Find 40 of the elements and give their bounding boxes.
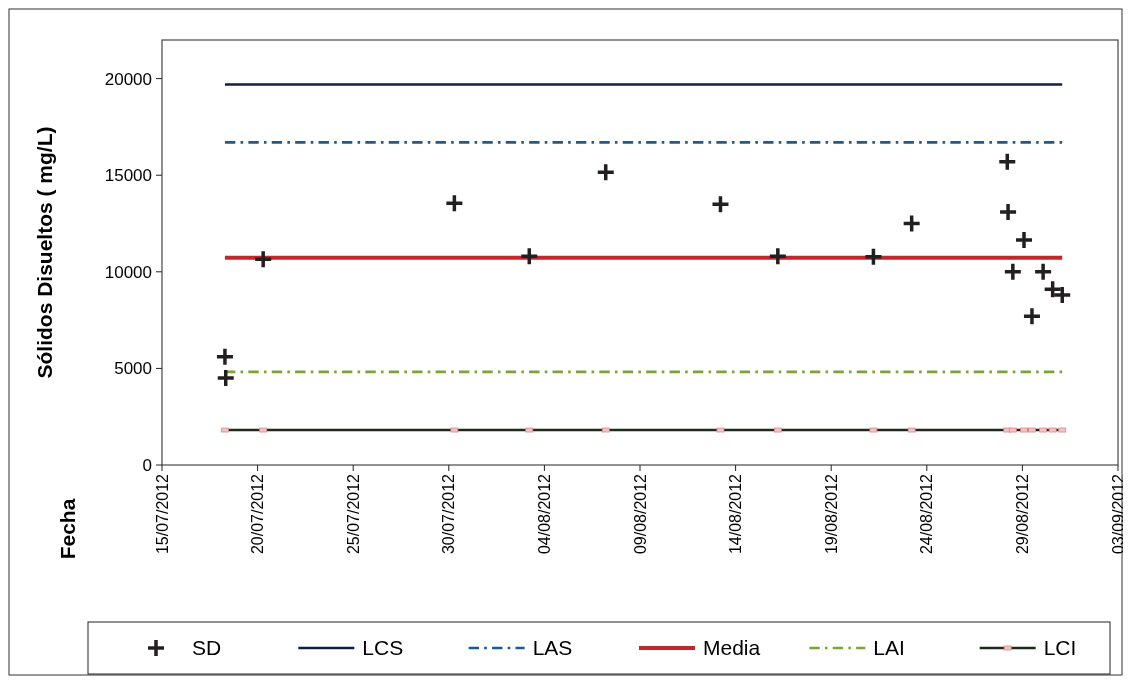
point xyxy=(519,246,540,267)
x-tick-label: 09/08/2012 xyxy=(631,473,649,555)
x-tick-label: 30/07/2012 xyxy=(440,473,458,555)
point xyxy=(215,368,236,388)
x-tick-label: 15/07/2012 xyxy=(153,473,171,555)
legend-label: LAI xyxy=(873,636,905,660)
point xyxy=(595,162,616,183)
point xyxy=(253,249,273,270)
x-tick-label: 20/07/2012 xyxy=(249,473,267,555)
point xyxy=(768,246,788,267)
legend-label: LAS xyxy=(532,636,573,660)
point xyxy=(710,194,731,214)
y-tick-label: 0 xyxy=(142,455,152,475)
point xyxy=(1014,230,1034,250)
point xyxy=(215,347,235,367)
point xyxy=(444,193,465,213)
point xyxy=(1003,262,1023,282)
y-tick-label: 20000 xyxy=(104,69,152,89)
x-tick-label: 19/08/2012 xyxy=(822,473,840,555)
y-tick-label: 10000 xyxy=(104,262,152,282)
point xyxy=(901,213,922,234)
point xyxy=(1022,306,1042,326)
y-tick-label: 15000 xyxy=(104,166,152,186)
y-tick-label: 5000 xyxy=(114,359,152,379)
text: Fecha xyxy=(56,498,80,560)
point xyxy=(1033,262,1053,282)
legend-label: LCS xyxy=(362,636,404,660)
x-tick-label: 03/09/2012 xyxy=(1109,473,1127,555)
legend-label: SD xyxy=(192,636,222,660)
point xyxy=(998,202,1018,222)
x-tick-label: 25/07/2012 xyxy=(344,473,362,555)
x-tick-label: 24/08/2012 xyxy=(918,473,936,555)
x-tick-label: 29/08/2012 xyxy=(1014,473,1031,555)
legend-label: Media xyxy=(703,636,761,660)
legend-label: LCI xyxy=(1043,636,1077,660)
point xyxy=(863,247,884,267)
x-tick-label: 14/08/2012 xyxy=(727,473,745,555)
y-axis-title: Sólidos Disueltos ( mg/L) xyxy=(33,126,56,379)
point xyxy=(997,151,1018,172)
x-tick-label: 04/08/2012 xyxy=(536,473,553,555)
